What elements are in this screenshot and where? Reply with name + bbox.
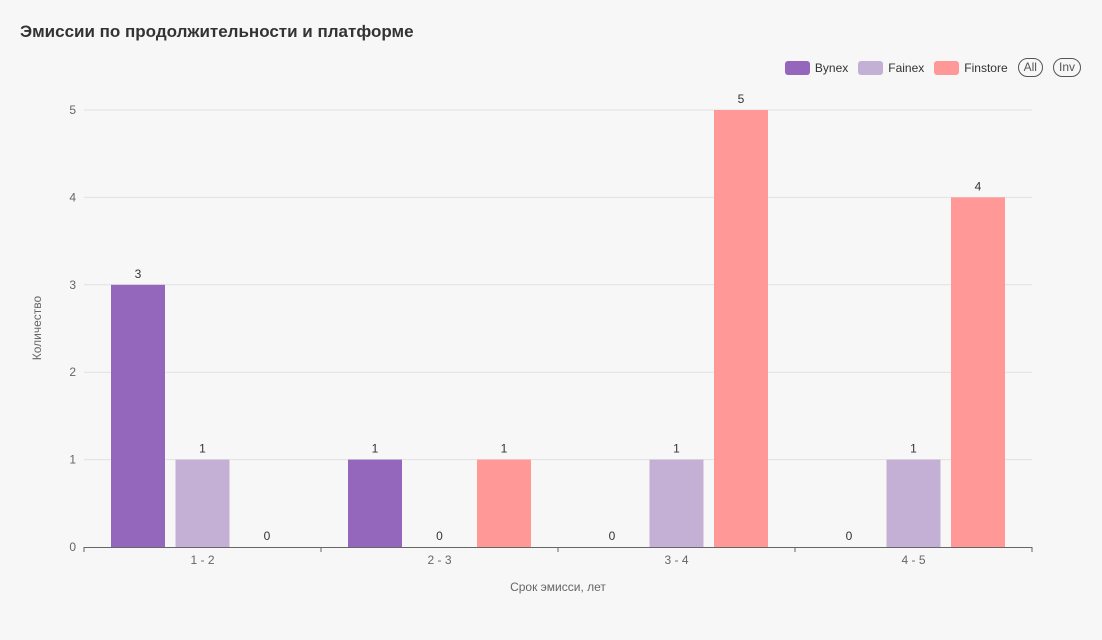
legend-label-fainex: Fainex: [888, 60, 925, 75]
legend-label-finstore: Finstore: [964, 60, 1008, 75]
bars: [111, 110, 1005, 547]
bar-value-label: 0: [436, 529, 443, 543]
legend-all-button[interactable]: All: [1017, 58, 1043, 77]
bar-bynex[interactable]: [348, 459, 402, 547]
x-tick-label: 1 - 2: [190, 553, 214, 567]
y-axis-label: Количество: [30, 295, 44, 360]
y-tick-label: 5: [69, 103, 76, 117]
bar-value-label: 1: [199, 442, 206, 456]
y-tick-label: 2: [69, 365, 76, 379]
legend-swatch-bynex: [784, 60, 810, 75]
bar-value-label: 1: [501, 442, 508, 456]
data-labels: 3 1 0 1 0 1 0 1 5 0 1 4: [135, 92, 982, 543]
bar-bynex[interactable]: [111, 284, 165, 547]
legend-swatch-fainex: [858, 60, 884, 75]
bar-value-label: 0: [609, 529, 616, 543]
x-tick-label: 4 - 5: [901, 553, 925, 567]
bar-value-label: 1: [673, 442, 680, 456]
bar-value-label: 0: [264, 529, 271, 543]
bar-finstore[interactable]: [477, 459, 531, 547]
x-tick-label: 3 - 4: [664, 553, 688, 567]
legend-item-bynex[interactable]: Bynex: [784, 60, 849, 75]
bar-finstore[interactable]: [714, 110, 768, 547]
bar-value-label: 0: [846, 529, 853, 543]
legend-inv-button[interactable]: Inv: [1052, 58, 1081, 77]
y-tick-label: 3: [69, 278, 76, 292]
bar-value-label: 1: [910, 442, 917, 456]
x-axis-label: Срок эмисси, лет: [510, 580, 606, 594]
grid-lines: [84, 109, 1032, 461]
axes: 0 1 2 3 4 5 1 - 2 2 - 3 3 - 4 4 - 5: [69, 103, 1033, 567]
legend-item-finstore[interactable]: Finstore: [934, 60, 1008, 75]
bar-fainex[interactable]: [649, 459, 704, 547]
bar-value-label: 3: [135, 267, 142, 281]
bar-fainex[interactable]: [175, 459, 230, 547]
bar-fainex[interactable]: [886, 459, 941, 547]
y-tick-label: 0: [69, 540, 76, 554]
legend: Bynex Fainex Finstore All Inv: [784, 58, 1081, 77]
legend-item-fainex[interactable]: Fainex: [858, 60, 925, 75]
bar-value-label: 1: [372, 442, 379, 456]
y-tick-label: 1: [69, 453, 76, 467]
legend-swatch-finstore: [934, 60, 960, 75]
legend-label-bynex: Bynex: [814, 60, 849, 75]
chart-title: Эмиссии по продолжительности и платформе: [20, 22, 414, 41]
bar-finstore[interactable]: [951, 197, 1005, 547]
x-tick-label: 2 - 3: [427, 553, 451, 567]
bar-value-label: 4: [975, 179, 982, 193]
y-tick-label: 4: [69, 190, 76, 204]
bar-value-label: 5: [738, 92, 745, 106]
